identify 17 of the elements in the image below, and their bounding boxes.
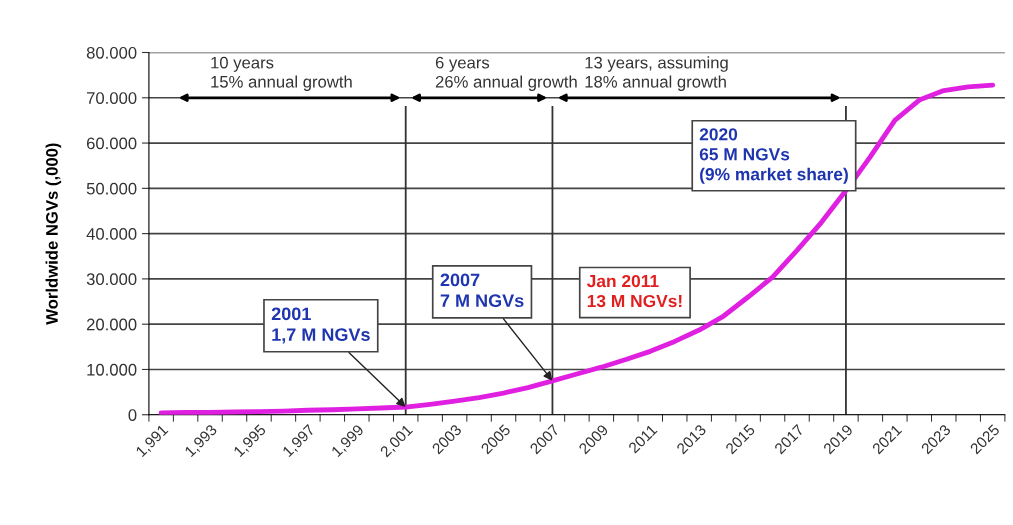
y-tick-label: 60.000 bbox=[86, 137, 137, 150]
y-tick-label: 10.000 bbox=[87, 363, 137, 376]
annotation: 2020 65 M NGVs (9% market share) bbox=[699, 128, 848, 184]
y-tick-label: 80.000 bbox=[86, 46, 137, 59]
y-tick-label: 50.000 bbox=[86, 182, 137, 195]
y-tick-label: 0 bbox=[128, 409, 137, 421]
annotation: Jan 2011 13 M NGVs! bbox=[586, 274, 682, 308]
annotation: 6 years 26% annual growth bbox=[435, 56, 577, 91]
annotation: 10 years 15% annual growth bbox=[211, 56, 352, 91]
y-tick-label: 30.000 bbox=[86, 273, 137, 286]
annotation: 2001 1,7 M NGVs bbox=[271, 307, 370, 344]
y-tick-label: 70.000 bbox=[86, 92, 137, 104]
annotation: 13 years, assuming 18% annual growth bbox=[585, 56, 728, 91]
annotation: 2007 7 M NGVs bbox=[440, 273, 524, 308]
y-tick-label: 40.000 bbox=[86, 228, 137, 240]
y-tick-label: 20.000 bbox=[86, 318, 137, 331]
y-axis-title: Worldwide NGVs (,000) bbox=[45, 143, 62, 325]
